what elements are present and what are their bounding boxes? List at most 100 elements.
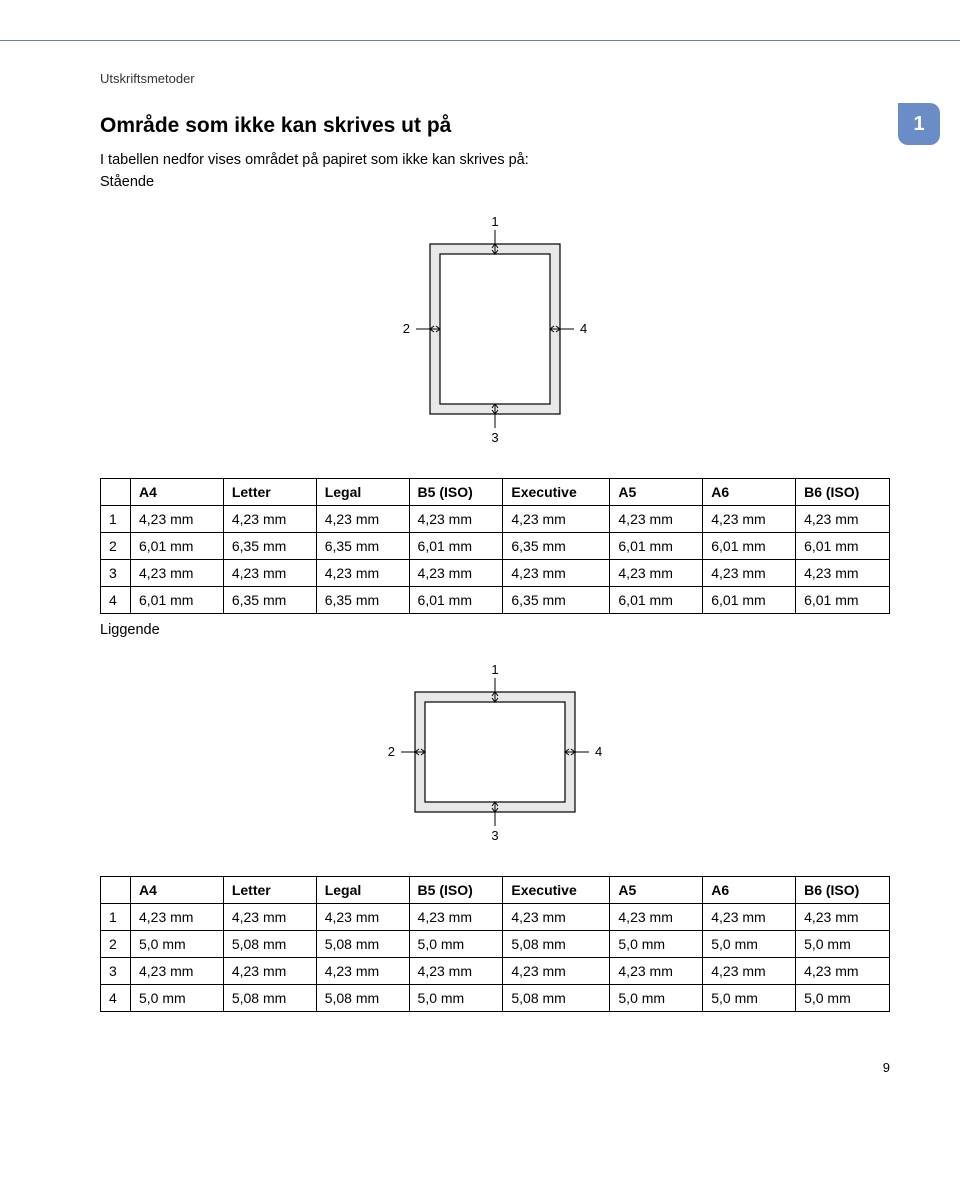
table-landscape-cell: 4,23 mm: [703, 958, 796, 985]
table-landscape-cell: 5,0 mm: [703, 931, 796, 958]
table-row: 14,23 mm4,23 mm4,23 mm4,23 mm4,23 mm4,23…: [101, 904, 890, 931]
section-title: Område som ikke kan skrives ut på: [100, 114, 890, 138]
table-portrait-cell: 4,23 mm: [796, 560, 890, 587]
table-portrait-cell: 6,01 mm: [409, 533, 503, 560]
breadcrumb: Utskriftsmetoder: [100, 71, 890, 86]
table-landscape-cell: 4,23 mm: [503, 904, 610, 931]
table-landscape-cell: 5,08 mm: [316, 985, 409, 1012]
svg-text:3: 3: [491, 430, 498, 445]
table-portrait-cell: 4,23 mm: [409, 506, 503, 533]
table-landscape-cell: 5,08 mm: [316, 931, 409, 958]
table-portrait-cell: 6,35 mm: [223, 533, 316, 560]
table-portrait-cell: 6,01 mm: [409, 587, 503, 614]
table-portrait-cell: 4,23 mm: [223, 506, 316, 533]
table-portrait-cell: 4,23 mm: [223, 560, 316, 587]
table-landscape-cell: 4,23 mm: [131, 958, 224, 985]
table-landscape-cell: 4,23 mm: [610, 904, 703, 931]
table-portrait-cell: 6,35 mm: [223, 587, 316, 614]
table-landscape-cell: 5,0 mm: [610, 985, 703, 1012]
table-row: 14,23 mm4,23 mm4,23 mm4,23 mm4,23 mm4,23…: [101, 506, 890, 533]
table-landscape-cell: 5,0 mm: [131, 931, 224, 958]
table-portrait-header: Letter: [223, 479, 316, 506]
table-landscape-cell: 5,08 mm: [223, 985, 316, 1012]
table-landscape-rownum: 1: [101, 904, 131, 931]
table-row: 26,01 mm6,35 mm6,35 mm6,01 mm6,35 mm6,01…: [101, 533, 890, 560]
table-portrait: A4LetterLegalB5 (ISO)ExecutiveA5A6B6 (IS…: [100, 478, 890, 614]
table-portrait-cell: 6,01 mm: [610, 587, 703, 614]
table-portrait-cell: 6,35 mm: [503, 533, 610, 560]
table-landscape-cell: 4,23 mm: [409, 904, 503, 931]
intro-text: I tabellen nedfor vises området på papir…: [100, 152, 890, 168]
table-landscape-header: B6 (ISO): [796, 877, 890, 904]
table-row: 34,23 mm4,23 mm4,23 mm4,23 mm4,23 mm4,23…: [101, 958, 890, 985]
table-landscape-header: A5: [610, 877, 703, 904]
table-landscape-cell: 5,08 mm: [503, 985, 610, 1012]
svg-text:2: 2: [403, 321, 410, 336]
table-landscape-cell: 4,23 mm: [223, 958, 316, 985]
table-landscape-header: Letter: [223, 877, 316, 904]
table-portrait-cell: 6,35 mm: [316, 587, 409, 614]
table-landscape-cell: 4,23 mm: [610, 958, 703, 985]
chapter-tab: 1: [898, 103, 940, 145]
table-portrait-cell: 4,23 mm: [316, 560, 409, 587]
table-portrait-cell: 4,23 mm: [131, 560, 224, 587]
table-portrait-cell: 4,23 mm: [316, 506, 409, 533]
table-portrait-cell: 4,23 mm: [703, 560, 796, 587]
table-row: 34,23 mm4,23 mm4,23 mm4,23 mm4,23 mm4,23…: [101, 560, 890, 587]
table-landscape-cell: 5,0 mm: [796, 985, 890, 1012]
table-landscape-cell: 4,23 mm: [796, 904, 890, 931]
table-row: 46,01 mm6,35 mm6,35 mm6,01 mm6,35 mm6,01…: [101, 587, 890, 614]
table-landscape-cell: 4,23 mm: [409, 958, 503, 985]
table-landscape-cell: 5,0 mm: [409, 931, 503, 958]
page-content: Utskriftsmetoder 1 Område som ikke kan s…: [0, 41, 960, 1040]
table-landscape-cell: 4,23 mm: [316, 958, 409, 985]
table-landscape-cell: 4,23 mm: [503, 958, 610, 985]
table-portrait-header: Executive: [503, 479, 610, 506]
svg-text:4: 4: [595, 744, 602, 759]
table-portrait-cell: 6,01 mm: [610, 533, 703, 560]
table-landscape-rownum: 4: [101, 985, 131, 1012]
table-landscape-header: A4: [131, 877, 224, 904]
page-number: 9: [0, 1040, 960, 1085]
table-portrait-rownum: 2: [101, 533, 131, 560]
table-portrait-header-corner: [101, 479, 131, 506]
table-portrait-rownum: 3: [101, 560, 131, 587]
diagram-landscape: 1 3 2 4: [100, 656, 890, 848]
table-portrait-header: Legal: [316, 479, 409, 506]
diagram-portrait: 1 3 2 4: [100, 208, 890, 450]
orientation-portrait-label: Stående: [100, 174, 890, 190]
table-portrait-cell: 4,23 mm: [610, 560, 703, 587]
svg-text:1: 1: [491, 214, 498, 229]
svg-text:2: 2: [388, 744, 395, 759]
table-portrait-header: B5 (ISO): [409, 479, 503, 506]
table-landscape-header: A6: [703, 877, 796, 904]
table-portrait-cell: 4,23 mm: [610, 506, 703, 533]
table-landscape-cell: 5,0 mm: [409, 985, 503, 1012]
table-portrait-header: A5: [610, 479, 703, 506]
table-landscape-cell: 5,0 mm: [703, 985, 796, 1012]
svg-text:3: 3: [491, 828, 498, 843]
table-portrait-cell: 4,23 mm: [409, 560, 503, 587]
table-landscape-cell: 4,23 mm: [316, 904, 409, 931]
table-row: 45,0 mm5,08 mm5,08 mm5,0 mm5,08 mm5,0 mm…: [101, 985, 890, 1012]
table-landscape-cell: 5,0 mm: [131, 985, 224, 1012]
table-portrait-cell: 4,23 mm: [131, 506, 224, 533]
table-portrait-cell: 6,01 mm: [131, 587, 224, 614]
svg-text:4: 4: [580, 321, 587, 336]
table-portrait-cell: 6,35 mm: [503, 587, 610, 614]
table-landscape-header: Legal: [316, 877, 409, 904]
table-portrait-cell: 6,01 mm: [796, 587, 890, 614]
table-portrait-header: A6: [703, 479, 796, 506]
table-portrait-cell: 6,35 mm: [316, 533, 409, 560]
table-portrait-cell: 6,01 mm: [703, 533, 796, 560]
table-landscape-cell: 5,08 mm: [503, 931, 610, 958]
table-landscape-cell: 5,0 mm: [610, 931, 703, 958]
table-landscape-cell: 5,0 mm: [796, 931, 890, 958]
table-landscape-header: Executive: [503, 877, 610, 904]
svg-text:1: 1: [491, 662, 498, 677]
table-portrait-cell: 6,01 mm: [703, 587, 796, 614]
table-portrait-header: A4: [131, 479, 224, 506]
table-landscape-cell: 4,23 mm: [131, 904, 224, 931]
table-row: 25,0 mm5,08 mm5,08 mm5,0 mm5,08 mm5,0 mm…: [101, 931, 890, 958]
table-landscape-cell: 4,23 mm: [796, 958, 890, 985]
